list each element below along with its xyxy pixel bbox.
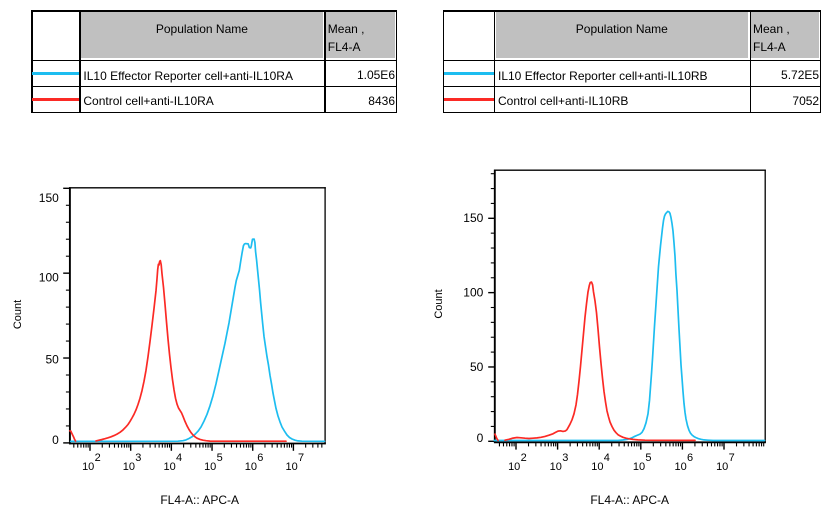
svg-text:3: 3 [562,452,568,464]
svg-text:FL4-A:: APC-A: FL4-A:: APC-A [160,493,239,507]
svg-text:3: 3 [135,452,141,464]
svg-text:5: 5 [217,452,223,464]
svg-text:150: 150 [463,211,483,225]
svg-text:4: 4 [176,452,182,464]
svg-text:7: 7 [729,452,735,464]
svg-text:10: 10 [508,461,520,473]
svg-text:2: 2 [521,452,527,464]
svg-text:10: 10 [674,461,686,473]
svg-text:6: 6 [687,452,693,464]
svg-text:4: 4 [604,452,610,464]
svg-text:10: 10 [285,461,297,473]
svg-text:10: 10 [550,461,562,473]
svg-text:5: 5 [645,452,651,464]
svg-text:50: 50 [45,353,59,367]
svg-text:10: 10 [245,461,257,473]
svg-text:0: 0 [477,431,484,445]
svg-text:0: 0 [52,433,59,447]
svg-text:Count: Count [433,289,445,318]
svg-text:FL4-A:: APC-A: FL4-A:: APC-A [590,493,669,507]
svg-text:10: 10 [633,461,645,473]
svg-text:10: 10 [123,461,135,473]
svg-text:100: 100 [463,285,483,299]
svg-text:7: 7 [298,452,304,464]
svg-text:10: 10 [82,461,94,473]
svg-text:10: 10 [591,461,603,473]
svg-text:10: 10 [163,461,175,473]
svg-text:Count: Count [12,300,24,329]
svg-text:2: 2 [95,452,101,464]
svg-text:6: 6 [257,452,263,464]
svg-text:100: 100 [39,271,59,285]
svg-text:10: 10 [204,461,216,473]
svg-text:10: 10 [716,461,728,473]
svg-text:50: 50 [470,360,484,374]
svg-text:150: 150 [39,191,59,205]
